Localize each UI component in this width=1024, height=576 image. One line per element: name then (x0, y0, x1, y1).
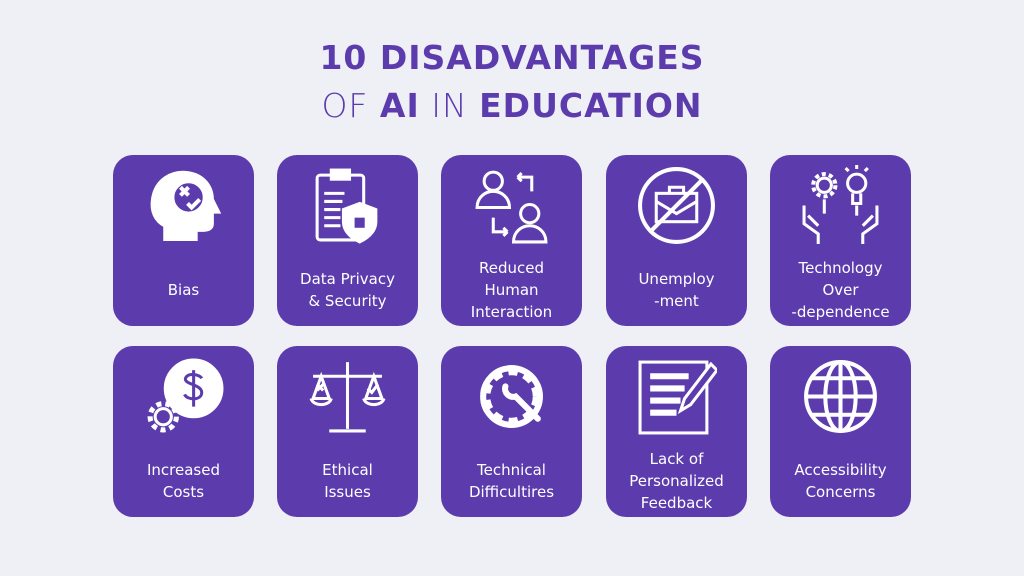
card-label: Accessibility Concerns (794, 461, 887, 501)
title-education: EDUCATION (479, 86, 703, 125)
card-label: Data Privacy & Security (300, 270, 395, 310)
card-lack-of-personalized-feedback: Lack of Personalized Feedback (606, 346, 747, 517)
gear-wrench-icon (480, 365, 543, 428)
card-technical-difficulties: Technical Difficultires (441, 346, 582, 517)
card-unemployment: Unemploy -ment (606, 155, 747, 326)
globe-icon (804, 360, 877, 433)
head-bias-icon (150, 170, 222, 241)
card-label: Increased Costs (146, 461, 220, 501)
dollar-gear-icon (147, 358, 224, 433)
page-title-line-2: OF AI IN EDUCATION (0, 86, 1024, 125)
card-reduced-human-interaction: Reduced Human Interaction (441, 155, 582, 326)
hands-gear-bulb-icon (802, 165, 879, 244)
card-technology-overdependence: Technology Over -dependence (770, 155, 911, 326)
card-label: Bias (167, 281, 200, 299)
card-label: Technical Difficultires (468, 461, 555, 501)
scales-icon (309, 362, 386, 433)
title-ai: AI (379, 86, 420, 125)
no-briefcase-icon (638, 167, 715, 244)
title-in: IN (419, 86, 480, 125)
card-label: Ethical Issues (322, 461, 373, 501)
card-ethical-issues: Ethical Issues (277, 346, 418, 517)
page-title-line-1: 10 DISADVANTAGES (319, 38, 705, 77)
card-increased-costs: Increased Costs (113, 346, 254, 517)
card-label: Technology Over -dependence (791, 259, 890, 321)
document-pencil-icon (638, 360, 717, 435)
card-label: Lack of Personalized Feedback (629, 450, 724, 512)
card-label: Unemploy -ment (638, 270, 715, 310)
card-bias: Bias (113, 155, 254, 326)
clipboard-shield-icon (315, 168, 378, 244)
card-accessibility-concerns: Accessibility Concerns (770, 346, 911, 517)
card-data-privacy: Data Privacy & Security (277, 155, 418, 326)
people-exchange-icon (475, 170, 548, 244)
title-of: OF (321, 86, 380, 125)
card-label: Reduced Human Interaction (470, 259, 553, 321)
